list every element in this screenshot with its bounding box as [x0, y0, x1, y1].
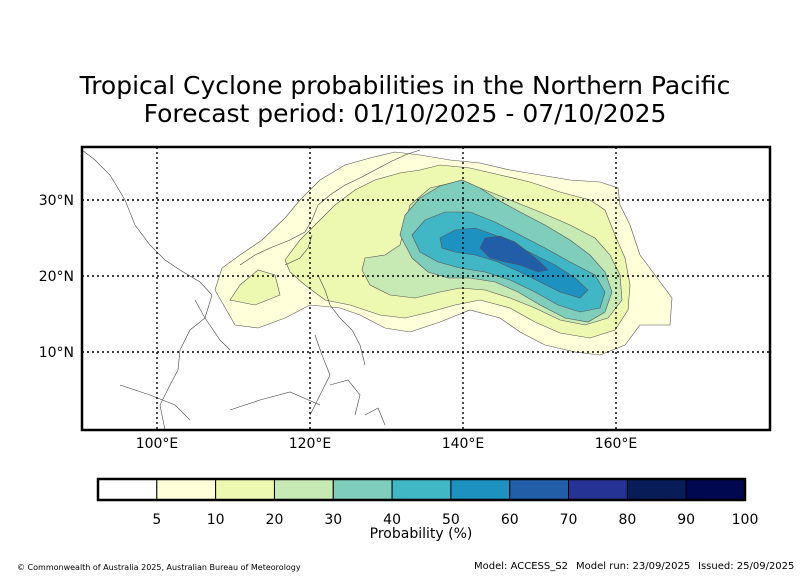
colorbar-segment	[450, 478, 511, 501]
gridlines	[82, 147, 770, 430]
lon-label-160: 160°E	[595, 436, 638, 452]
colorbar-segment	[215, 478, 275, 501]
colorbar-segment	[332, 478, 393, 501]
colorbar-segment	[273, 478, 334, 501]
contour-60	[479, 235, 549, 273]
colorbar-tick-label: 60	[501, 512, 519, 528]
chart-title-line1: Tropical Cyclone probabilities in the No…	[79, 71, 731, 100]
map-frame	[80, 145, 772, 432]
colorbar-segment	[97, 478, 158, 501]
colorbar-tick-label: 100	[732, 512, 759, 528]
model-text: Model: ACCESS_S2	[474, 561, 568, 572]
probability-contours	[214, 151, 673, 356]
map-area	[80, 145, 772, 432]
lon-label-120: 120°E	[289, 436, 332, 452]
model-run-text: Model run: 23/09/2025	[576, 561, 691, 572]
colorbar-tick-label: 5	[152, 512, 161, 528]
colorbar-label: Probability (%)	[370, 526, 473, 542]
lat-label-30: 30°N	[39, 193, 74, 209]
colorbar-tick-label: 30	[324, 512, 342, 528]
issued-text: Issued: 25/09/2025	[698, 561, 795, 572]
chart-title-line2: Forecast period: 01/10/2025 - 07/10/2025	[143, 99, 667, 128]
colorbar-segment	[391, 478, 452, 501]
colorbar-segment	[685, 478, 746, 501]
colorbar-tick-label: 40	[383, 512, 401, 528]
lon-label-140: 140°E	[442, 436, 485, 452]
colorbar-segment	[568, 478, 628, 501]
colorbar-segment	[156, 478, 217, 501]
colorbar-tick-label: 90	[677, 512, 695, 528]
colorbar: 5 10 20 30 40 50 60 70 80 90 100	[96, 477, 759, 528]
lat-label-10: 10°N	[39, 345, 74, 361]
colorbar-tick-label: 80	[618, 512, 636, 528]
copyright-text: © Commonwealth of Australia 2025, Austra…	[17, 563, 301, 572]
lon-label-100: 100°E	[136, 436, 179, 452]
colorbar-frame	[96, 477, 747, 502]
colorbar-segment	[626, 478, 687, 501]
colorbar-tick-label: 50	[442, 512, 460, 528]
colorbar-tick-label: 10	[207, 512, 225, 528]
colorbar-tick-label: 70	[560, 512, 578, 528]
colorbar-tick-label: 20	[266, 512, 284, 528]
colorbar-segment	[509, 478, 570, 501]
lat-label-20: 20°N	[39, 269, 74, 285]
